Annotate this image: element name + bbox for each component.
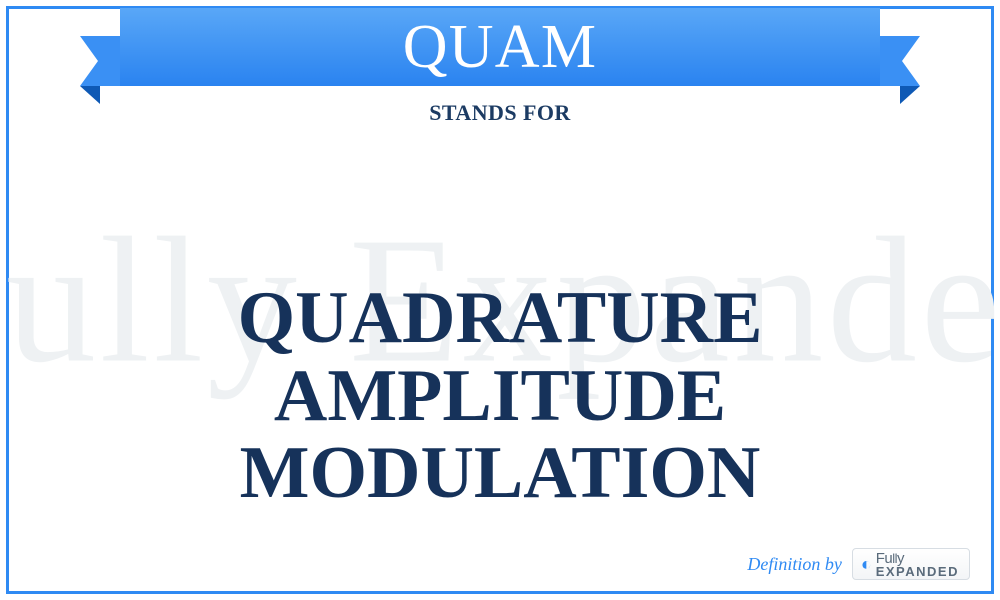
brand-logo-text: Fully EXPANDED: [876, 553, 959, 577]
credit-label: Definition by: [747, 554, 841, 575]
ribbon-shadow-left: [80, 86, 100, 104]
brand-line2: EXPANDED: [876, 566, 959, 577]
acronym-banner: QUAM: [120, 8, 880, 86]
acronym-text: QUAM: [120, 8, 880, 86]
globe-icon: ◐: [861, 555, 872, 573]
definition-text: QUADRATURE AMPLITUDE MODULATION: [40, 280, 960, 513]
stands-for-label: STANDS FOR: [429, 100, 571, 126]
brand-logo: ◐ Fully EXPANDED: [852, 548, 970, 580]
ribbon-shadow-right: [900, 86, 920, 104]
credit-block: Definition by ◐ Fully EXPANDED: [747, 548, 970, 580]
